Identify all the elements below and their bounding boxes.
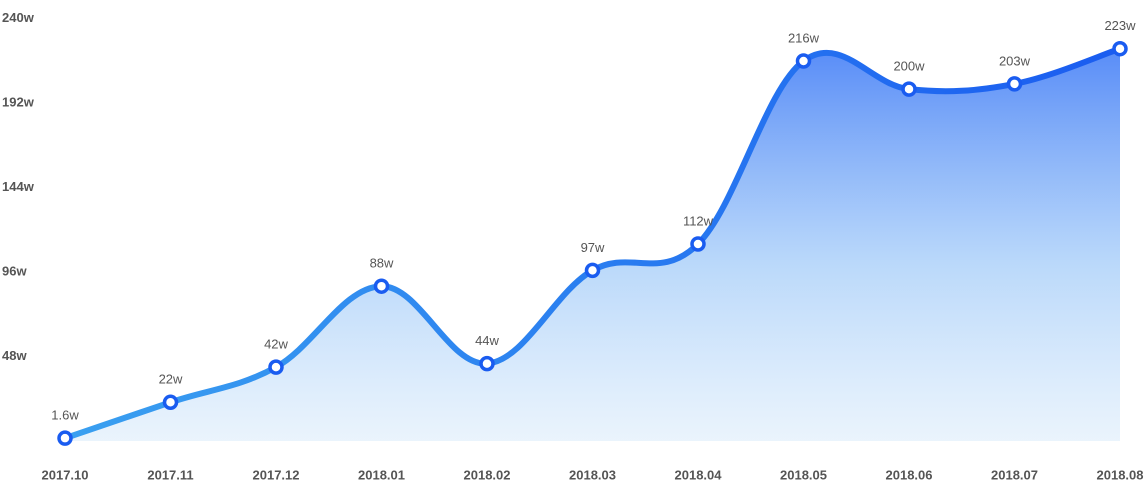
point [584, 262, 601, 279]
y-tick-label: 144w [2, 179, 35, 194]
x-tick-label: 2018.02 [464, 467, 511, 481]
value-label: 88w [370, 256, 394, 271]
x-tick-label: 2017.11 [147, 467, 193, 481]
value-label: 42w [264, 337, 288, 352]
y-tick-label: 192w [2, 95, 35, 110]
y-tick-label: 96w [2, 264, 27, 279]
value-label: 112w [683, 213, 714, 228]
x-tick-label: 2017.12 [253, 467, 300, 481]
point [690, 236, 706, 252]
value-label: 97w [581, 240, 605, 255]
x-tick-label: 2018.06 [886, 467, 933, 481]
x-tick-label: 2018.05 [780, 467, 827, 481]
value-label: 203w [999, 53, 1031, 68]
point [373, 278, 390, 294]
x-tick-label: 2018.03 [569, 467, 616, 481]
value-label: 1.6w [51, 408, 79, 423]
point [901, 81, 917, 97]
x-tick-label: 2017.10 [42, 467, 89, 481]
value-label: 44w [475, 333, 499, 348]
point [57, 430, 73, 446]
point [1112, 40, 1128, 57]
y-tick-label: 240w [2, 10, 35, 25]
point [162, 394, 179, 411]
x-tick-label: 2018.08 [1097, 467, 1144, 481]
point [795, 53, 812, 69]
value-label: 200w [893, 59, 925, 74]
area [65, 48, 1120, 442]
y-tick-label: 48w [2, 348, 27, 363]
value-label: 22w [159, 372, 183, 387]
x-tick-label: 2018.07 [991, 467, 1038, 481]
point [268, 359, 284, 375]
point [1006, 76, 1023, 92]
value-label: 216w [788, 30, 820, 45]
x-tick-label: 2018.04 [675, 467, 723, 481]
value-label: 223w [1104, 18, 1136, 33]
point [479, 355, 495, 372]
x-tick-label: 2018.01 [358, 467, 405, 481]
